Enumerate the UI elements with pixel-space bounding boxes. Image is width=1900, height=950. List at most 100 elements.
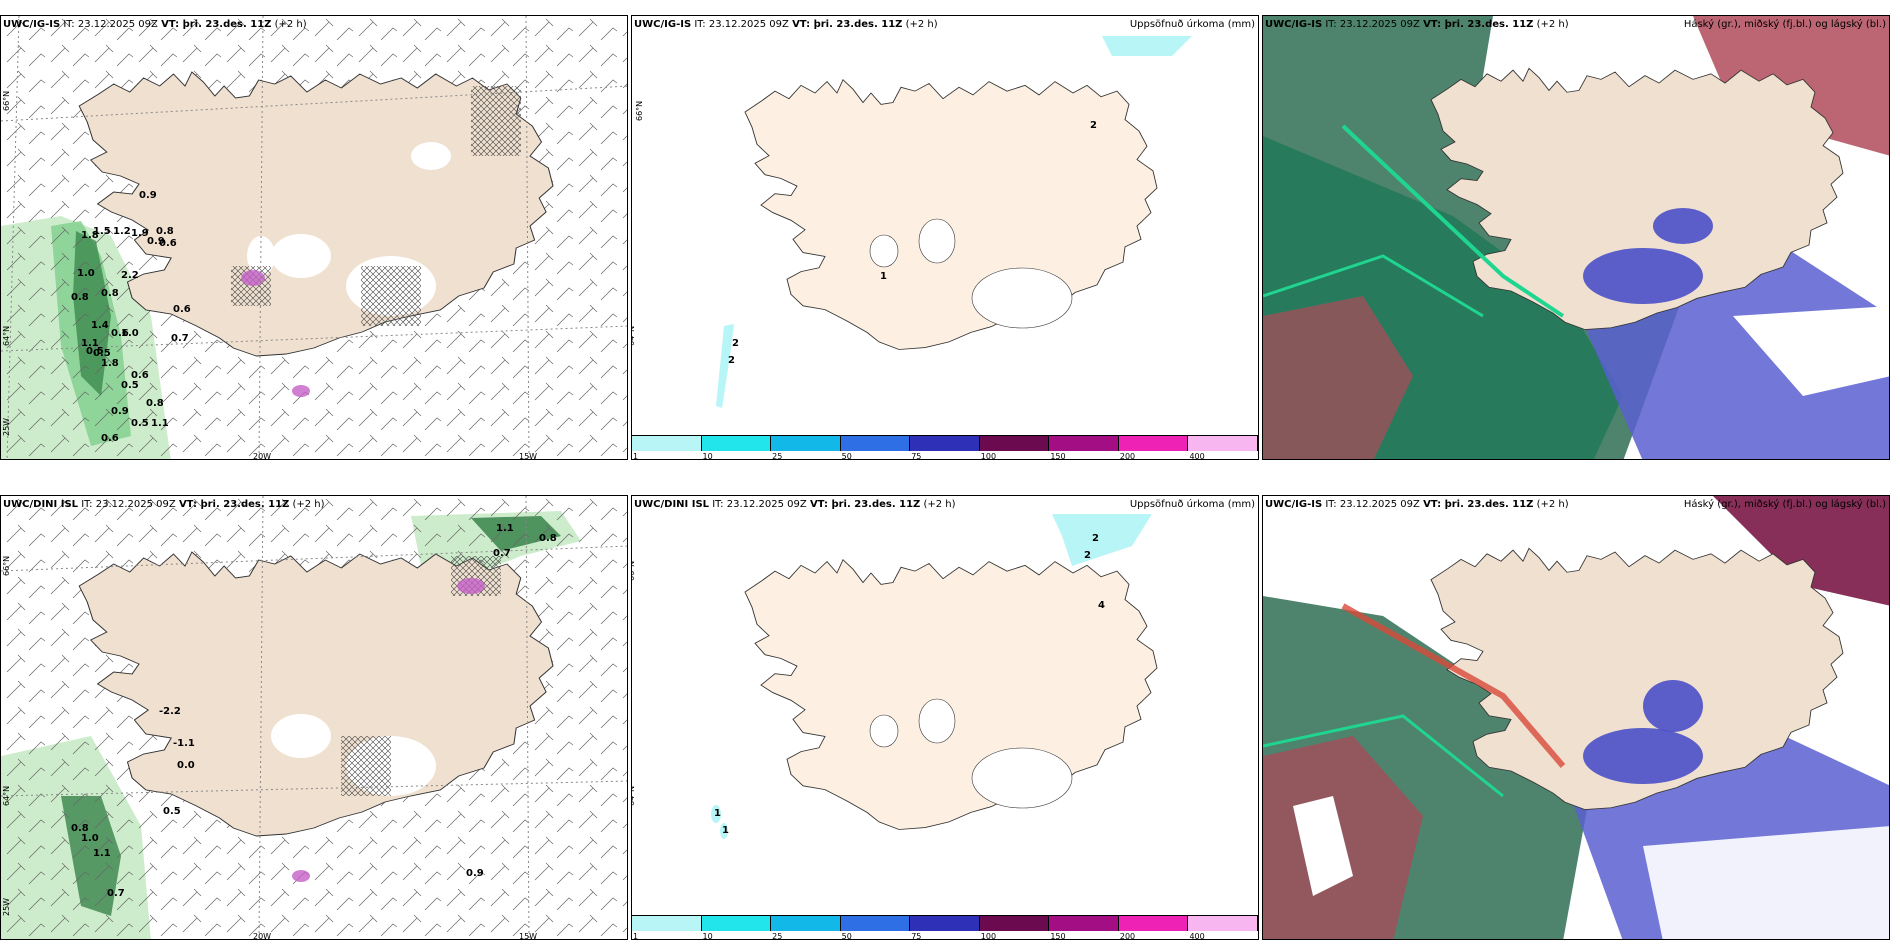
colorbar-tick: 150	[1050, 452, 1066, 460]
colorbar-swatch	[771, 435, 841, 451]
lon-label-20: 20W	[253, 452, 271, 460]
value-label: 1.0	[121, 328, 139, 339]
value-label: 1.8	[81, 230, 99, 241]
value-label: 0.7	[171, 333, 189, 344]
temperature-labels: 0.91.81.5 1.2 1.9 0.80.90.61.00.8 0.82.20.61…	[71, 190, 191, 444]
wind-map: 66°N 64°N 25W 20W 15W 0.91.81.5 1.2 1.9 0.8…	[1, 16, 627, 460]
panel-field-title: Háský (gr.), miðský (fj.bl.) og lágský (…	[1683, 19, 1886, 30]
value-label: 0.7	[493, 548, 511, 559]
value-label: 0.5	[86, 346, 104, 357]
colorbar-swatch	[701, 435, 772, 451]
value-label: 2	[1090, 120, 1097, 131]
panel-wind-ig-is: UWC/IG-IS IT: 23.12.2025 09Z VT: þri. 23…	[0, 15, 628, 460]
lat-label-64: 64°N	[2, 786, 11, 806]
precip-map: 66°N 64°N 2 2 2 1	[632, 16, 1258, 459]
panel-title: UWC/DINI ISL IT: 23.12.2025 09Z VT: þri.…	[3, 499, 325, 510]
value-label: 1.9	[131, 228, 149, 239]
colorbar-swatch	[1049, 435, 1119, 451]
value-label: 2	[732, 338, 739, 349]
colorbar-tick: 150	[1050, 932, 1066, 940]
value-label: 0.9	[111, 406, 129, 417]
value-label: 0.5	[93, 348, 111, 359]
colorbar-tick: 25	[772, 932, 783, 940]
value-label: 0.0	[177, 760, 195, 771]
colorbar-swatch	[840, 435, 911, 451]
colorbar-tick: 200	[1119, 932, 1136, 940]
value-label: 0.9	[466, 868, 484, 879]
colorbar-swatch	[771, 915, 841, 931]
value-label: 1.1	[496, 523, 514, 534]
colorbar-tick: 75	[911, 932, 922, 940]
lat-label-66: 66°N	[2, 91, 11, 111]
panel-precip-dini: UWC/DINI ISL IT: 23.12.2025 09Z VT: þri.…	[631, 495, 1259, 940]
colorbar-swatch	[979, 435, 1050, 451]
panel-title: UWC/IG-IS IT: 23.12.2025 09Z VT: þri. 23…	[1265, 19, 1569, 30]
colorbar-tick: 1	[633, 452, 639, 460]
panel-field-title: Háský (gr.), miðský (fj.bl.) og lágský (…	[1683, 499, 1886, 510]
lat-label-66: 66°N	[635, 101, 644, 121]
value-label: -1.1	[173, 738, 195, 749]
colorbar-tick: 50	[841, 452, 852, 460]
colorbar-swatch	[910, 915, 980, 931]
panel-title: UWC/IG-IS IT: 23.12.2025 09Z VT: þri. 23…	[3, 19, 307, 30]
value-label: 0.8	[156, 226, 174, 237]
value-label: 0.9	[139, 190, 157, 201]
colorbar-swatch	[979, 915, 1050, 931]
value-label: 2.2	[121, 270, 139, 281]
value-label: 2	[1092, 533, 1099, 544]
cloud-map	[1263, 16, 1889, 459]
panel-title: UWC/DINI ISL IT: 23.12.2025 09Z VT: þri.…	[634, 499, 956, 510]
value-label: 0.6	[173, 304, 191, 315]
lat-label-66: 66°N	[2, 556, 11, 576]
panel-title: UWC/IG-IS IT: 23.12.2025 09Z VT: þri. 23…	[634, 19, 938, 30]
colorbar-swatch	[632, 915, 702, 931]
value-label: 0.6	[111, 328, 129, 339]
colorbar-tick: 1	[633, 932, 639, 940]
colorbar-swatch	[1188, 915, 1258, 931]
panel-wind-dini: UWC/DINI ISL IT: 23.12.2025 09Z VT: þri.…	[0, 495, 628, 940]
lat-label-64: 64°N	[632, 326, 636, 346]
value-label: 1	[722, 825, 729, 836]
precip-colorbar: 1 10 25 50 75 100 150 200 400	[632, 915, 1258, 939]
value-label: 0.6	[159, 238, 177, 249]
value-label: 4	[1098, 600, 1105, 611]
colorbar-swatch	[840, 915, 911, 931]
value-label: 1	[714, 808, 721, 819]
value-label: 1.4	[91, 320, 109, 331]
lon-label-25: 25W	[2, 898, 11, 916]
lat-label-64: 64°N	[2, 326, 11, 346]
value-label: 1.0	[81, 833, 99, 844]
panel-title: UWC/IG-IS IT: 23.12.2025 09Z VT: þri. 23…	[1265, 499, 1569, 510]
value-label: 2	[728, 355, 735, 366]
colorbar-swatch	[1118, 435, 1189, 451]
colorbar-swatch	[1118, 915, 1189, 931]
colorbar-swatch	[632, 435, 702, 451]
lon-label-25: 25W	[2, 418, 11, 436]
precip-contour-labels: 2 2 2 1	[728, 120, 1097, 366]
colorbar-swatch	[910, 435, 980, 451]
colorbar-swatch	[1049, 915, 1119, 931]
precip-colorbar: 1 10 25 50 75 100 150 200 400	[632, 435, 1258, 459]
colorbar-tick: 50	[841, 932, 852, 940]
colorbar-tick: 10	[702, 452, 713, 460]
wind-map: 66°N 64°N 25W 20W 15W 1.1 0.8 0.7 -2.2 -1.1 0…	[1, 496, 627, 940]
value-label: 0.5	[121, 380, 139, 391]
precip-contour-labels: 22 4 11	[714, 533, 1105, 836]
colorbar-tick: 200	[1119, 452, 1136, 460]
value-label: 0.5	[163, 806, 181, 817]
panel-precip-ig-is: UWC/IG-IS IT: 23.12.2025 09Z VT: þri. 23…	[631, 15, 1259, 460]
colorbar-tick: 75	[911, 452, 922, 460]
panel-field-title: Uppsöfnuð úrkoma (mm)	[1129, 19, 1255, 30]
value-label: 1.1	[151, 418, 169, 429]
lon-label-20: 20W	[253, 932, 271, 940]
colorbar-tick: 10	[702, 932, 713, 940]
value-label: 1.0	[77, 268, 95, 279]
colorbar-swatch	[1188, 435, 1258, 451]
value-label: 1	[880, 271, 887, 282]
lat-label-64: 64°N	[632, 786, 636, 806]
value-label: 0.7	[107, 888, 125, 899]
value-label: 0.8	[539, 533, 557, 544]
value-label: 0.8	[101, 288, 119, 299]
value-label: 1.1	[93, 848, 111, 859]
